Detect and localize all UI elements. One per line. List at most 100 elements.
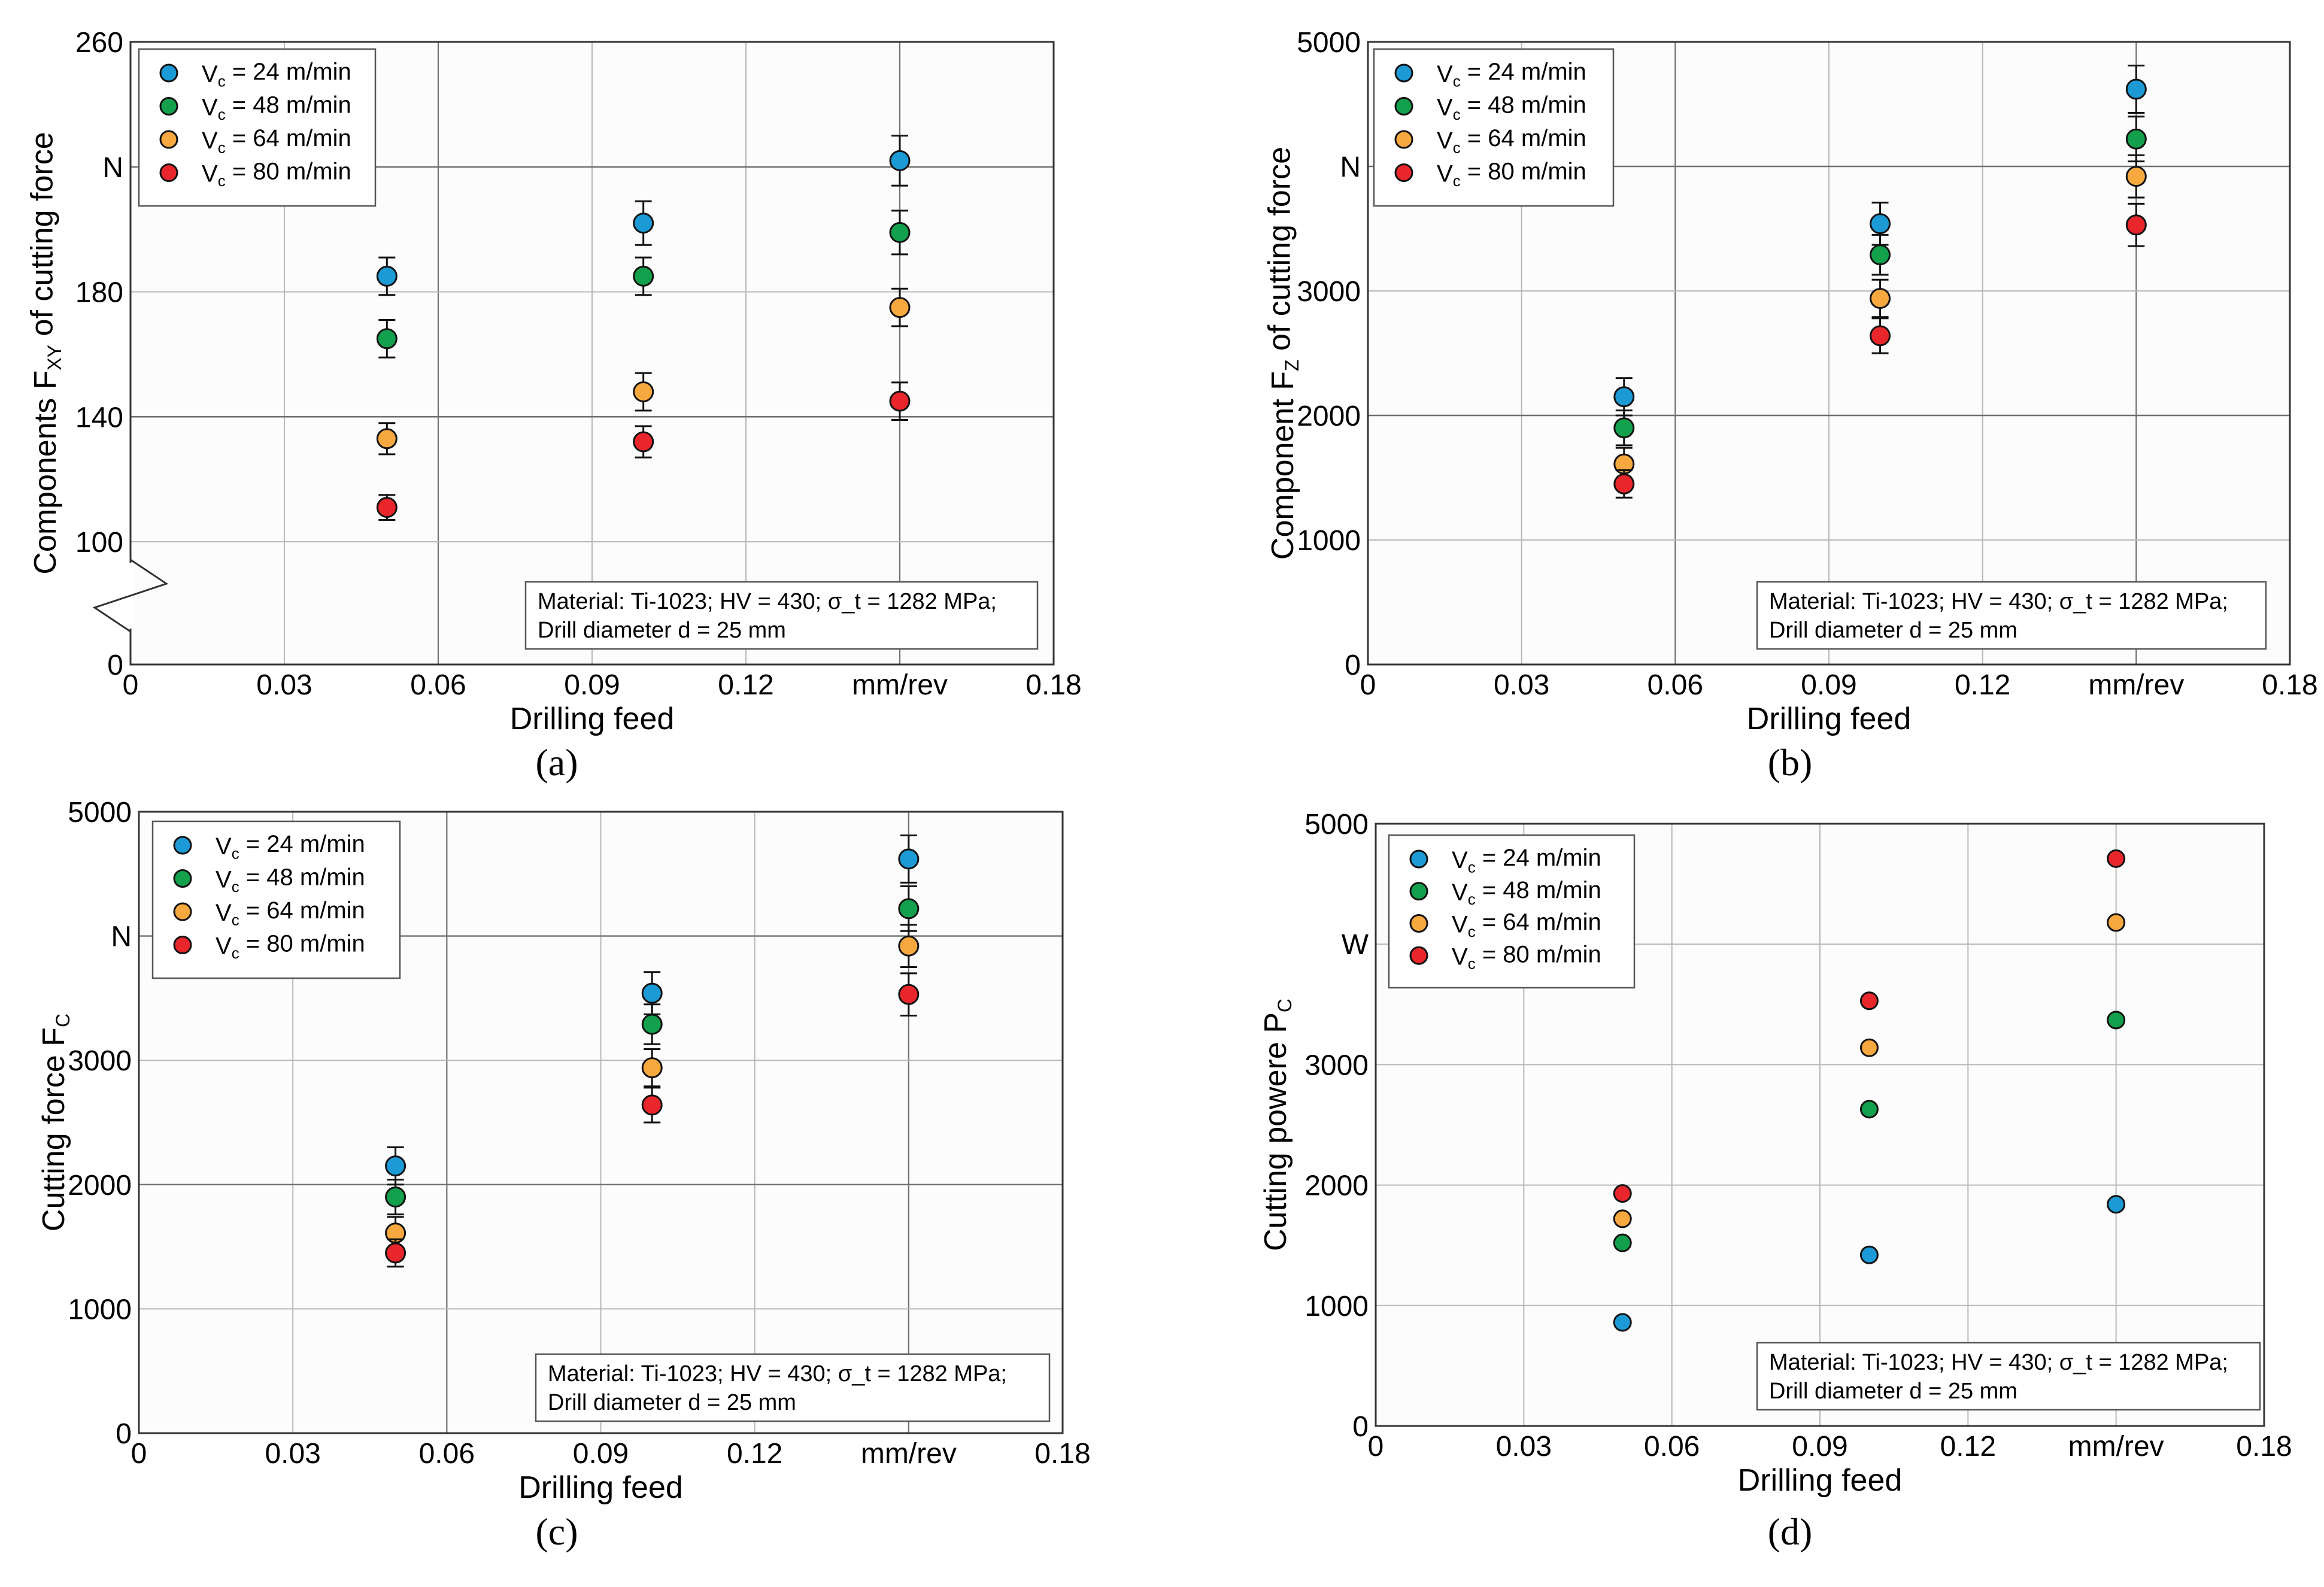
- data-point: [1613, 1184, 1632, 1203]
- y-tick-label: N: [111, 921, 132, 953]
- y-tick-label: 140: [75, 402, 123, 433]
- annotation-text: Drill diameter d = 25 mm: [1769, 1379, 2017, 1404]
- data-point: [2107, 849, 2126, 868]
- legend-label: Vc​ = 48 m/min: [1437, 92, 1586, 123]
- y-tick-label: 3000: [68, 1045, 132, 1077]
- x-tick-label: 0.18: [2236, 1431, 2292, 1462]
- legend-marker: [1409, 882, 1428, 901]
- x-tick-label: 0.09: [573, 1438, 629, 1470]
- x-tick-label: 0.18: [2262, 669, 2317, 701]
- legend-label: Vc​ = 24 m/min: [1437, 59, 1586, 90]
- x-tick-label: 0: [1368, 1431, 1384, 1462]
- legend-marker: [173, 836, 192, 855]
- x-tick-label: 0.18: [1026, 669, 1081, 701]
- plot-frame: [138, 811, 1064, 1434]
- y-tick-label: 1000: [68, 1294, 132, 1325]
- data-point: [1870, 244, 1891, 266]
- data-point: [898, 898, 920, 920]
- x-axis-title: Drilling feed: [518, 1470, 683, 1505]
- legend-marker: [1394, 97, 1413, 116]
- legend-marker: [1409, 849, 1428, 869]
- annotation-text: Material: Ti-1023; HV = 430; σ_t = 1282 …: [548, 1361, 1007, 1386]
- legend-label: Vc​ = 48 m/min: [1452, 877, 1601, 908]
- x-axis-title: Drilling feed: [1738, 1463, 1903, 1498]
- legend-box: [151, 820, 401, 979]
- x-tick-label: 0: [131, 1438, 147, 1470]
- legend-label: Vc​ = 80 m/min: [1437, 159, 1586, 190]
- data-point: [889, 390, 911, 412]
- legend-marker: [159, 130, 178, 149]
- data-point: [1613, 473, 1635, 494]
- data-point: [641, 982, 663, 1004]
- data-point: [1859, 1038, 1879, 1057]
- chart-panel-c: 0 0.03 0.06 0.09 0.12 mm/rev 0.18 0 1000 2000 3000…: [37, 797, 1091, 1553]
- data-point: [1859, 1100, 1879, 1119]
- x-tick-label: 0.06: [1644, 1431, 1700, 1462]
- x-tick-label: 0.18: [1034, 1438, 1090, 1470]
- annotation-text: Material: Ti-1023; HV = 430; σ_t = 1282 …: [1769, 1350, 2228, 1375]
- legend-marker: [1394, 63, 1413, 83]
- data-point: [376, 428, 398, 450]
- data-point: [2107, 913, 2126, 932]
- annotation-box: [524, 581, 1039, 650]
- y-tick-label: 180: [75, 277, 123, 309]
- panel-label: (b): [1768, 741, 1813, 784]
- y-tick-label: 0: [116, 1418, 132, 1450]
- legend-box: [1388, 834, 1636, 989]
- data-point: [376, 497, 398, 518]
- x-tick-label: 0.09: [1792, 1431, 1847, 1462]
- plot-frame: [1375, 823, 2265, 1427]
- data-point: [1613, 1209, 1632, 1228]
- x-tick-label: 0.03: [1496, 1431, 1552, 1462]
- y-tick-label: 2000: [68, 1170, 132, 1201]
- data-point: [641, 1057, 663, 1079]
- data-point: [1870, 287, 1891, 309]
- legend-label: Vc​ = 24 m/min: [202, 59, 351, 90]
- y-tick-label: 100: [75, 527, 123, 559]
- legend-marker: [1394, 163, 1413, 182]
- annotation-text: Material: Ti-1023; HV = 430; σ_t = 1282 …: [538, 589, 997, 614]
- legend-marker: [1394, 130, 1413, 149]
- annotation-text: Drill diameter d = 25 mm: [1769, 618, 2017, 643]
- panel-label: (a): [535, 741, 578, 784]
- y-tick-label: 3000: [1304, 1049, 1369, 1081]
- x-tick-label: 0.12: [727, 1438, 782, 1470]
- annotation-text: Drill diameter d = 25 mm: [548, 1390, 796, 1415]
- x-tick-label: 0.09: [564, 669, 620, 701]
- data-point: [633, 265, 654, 287]
- y-tick-label: 2000: [1304, 1170, 1369, 1202]
- data-point: [641, 1014, 663, 1035]
- y-tick-label: 5000: [68, 797, 132, 829]
- x-tick-label: 0.06: [419, 1438, 475, 1470]
- x-tick-label: 0.03: [256, 669, 312, 701]
- data-point: [376, 328, 398, 350]
- legend-marker: [159, 163, 178, 182]
- chart-panel-a: 0 0.03 0.06 0.09 0.12 mm/rev 0.18 0 100 140 180 N 26…: [25, 27, 1081, 784]
- data-point: [898, 935, 920, 957]
- x-tick-label: 0.06: [1648, 669, 1703, 701]
- legend-box: [1373, 48, 1615, 207]
- data-point: [1859, 991, 1879, 1011]
- data-point: [1870, 325, 1891, 347]
- chart-panel-d: 0 0.03 0.06 0.09 0.12 mm/rev 0.18 0 1000 2000 3000…: [1258, 809, 2292, 1553]
- legend-label: Vc​ = 64 m/min: [202, 125, 351, 156]
- annotation-box: [1756, 581, 2267, 650]
- data-point: [1613, 417, 1635, 439]
- data-point: [2125, 128, 2147, 150]
- y-tick-label: W: [1342, 929, 1369, 961]
- x-tick-label: mm/rev: [2088, 669, 2184, 701]
- x-tick-label: 0: [1360, 669, 1376, 701]
- legend-label: Vc​ = 64 m/min: [216, 897, 365, 928]
- data-point: [889, 297, 911, 318]
- chart-panel-b: 0 0.03 0.06 0.09 0.12 mm/rev 0.18 0 1000 2000 3000…: [1262, 27, 2317, 784]
- plot-frame: [129, 41, 1055, 666]
- legend-label: Vc​ = 64 m/min: [1452, 909, 1601, 940]
- y-axis-title: Components FXY​ of cutting force: [25, 132, 65, 574]
- x-tick-label: 0.03: [265, 1438, 320, 1470]
- legend-label: Vc​ = 48 m/min: [202, 92, 351, 123]
- y-tick-label: 2000: [1297, 400, 1361, 432]
- legend-marker: [173, 869, 192, 888]
- legend-label: Vc​ = 48 m/min: [216, 864, 365, 896]
- annotation-text: Material: Ti-1023; HV = 430; σ_t = 1282 …: [1769, 589, 2228, 614]
